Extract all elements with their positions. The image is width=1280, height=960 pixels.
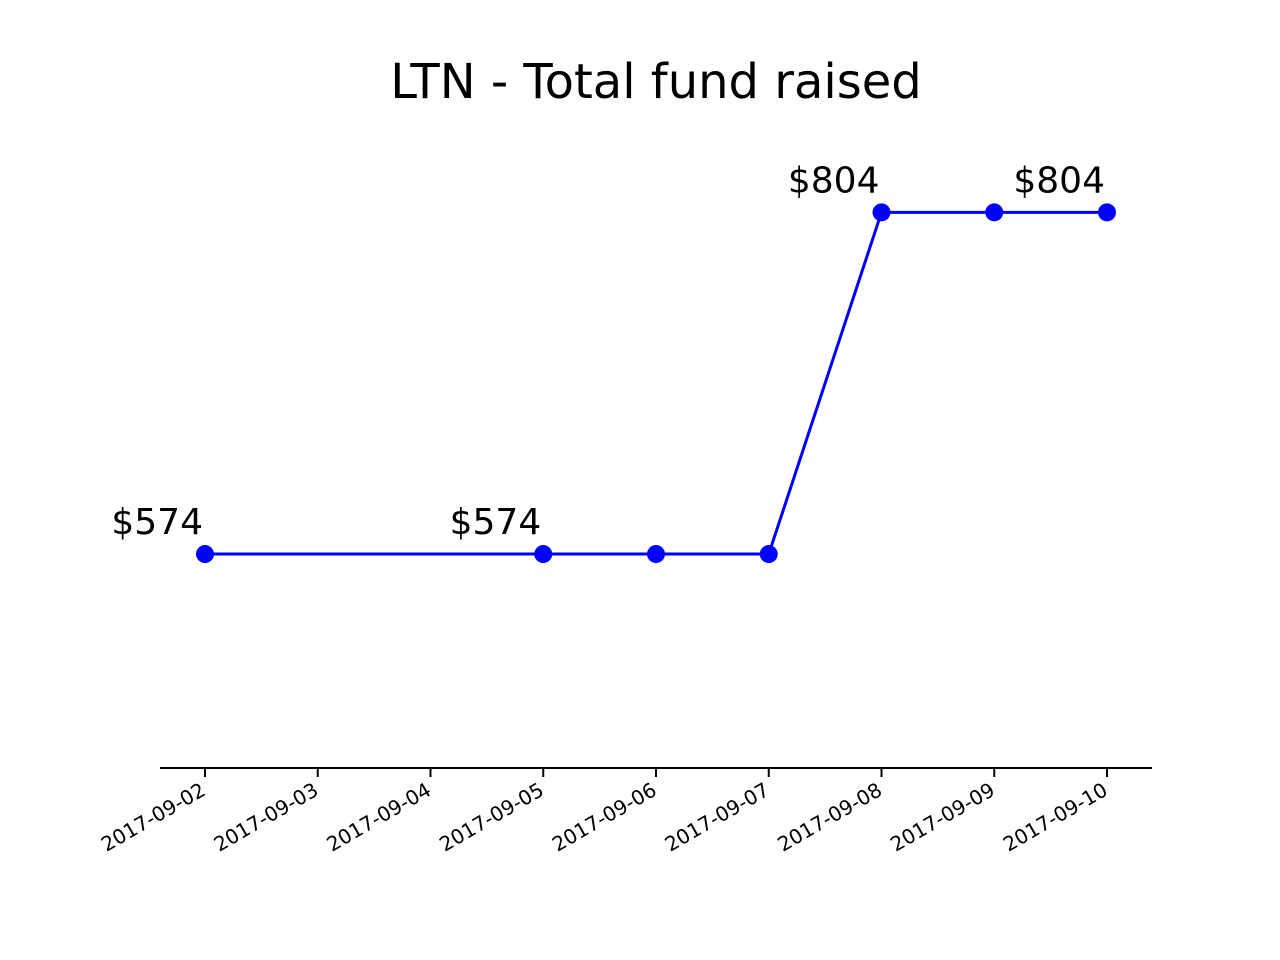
data-labels: $574 $574 $804 $804 (111, 160, 1105, 543)
data-point (985, 203, 1004, 222)
data-point (647, 545, 665, 564)
x-tick-label: 2017-09-07 (661, 778, 774, 857)
data-point (534, 545, 553, 564)
data-label: $804 (1013, 160, 1105, 201)
data-label: $574 (450, 502, 542, 543)
series-layer (196, 203, 1116, 564)
x-tick-label: 2017-09-06 (548, 778, 661, 857)
x-tick-label: 2017-09-10 (999, 778, 1112, 857)
x-tick-label: 2017-09-04 (322, 778, 435, 857)
series-line (205, 210, 1107, 556)
data-point (759, 545, 778, 564)
x-tick-label: 2017-09-03 (210, 778, 323, 857)
x-tick-label: 2017-09-08 (773, 778, 886, 857)
data-label: $804 (788, 160, 880, 201)
x-tick-label: 2017-09-02 (97, 778, 210, 857)
data-label: $574 (111, 502, 203, 543)
data-point (872, 203, 891, 222)
data-point (1098, 203, 1116, 222)
chart-title: LTN - Total fund raised (390, 54, 922, 110)
x-tick-label: 2017-09-09 (886, 778, 999, 857)
data-point (196, 545, 214, 564)
x-axis-ticks: 2017-09-02 2017-09-03 2017-09-04 2017-09-05… (97, 768, 1112, 856)
x-tick-label: 2017-09-05 (435, 778, 548, 857)
